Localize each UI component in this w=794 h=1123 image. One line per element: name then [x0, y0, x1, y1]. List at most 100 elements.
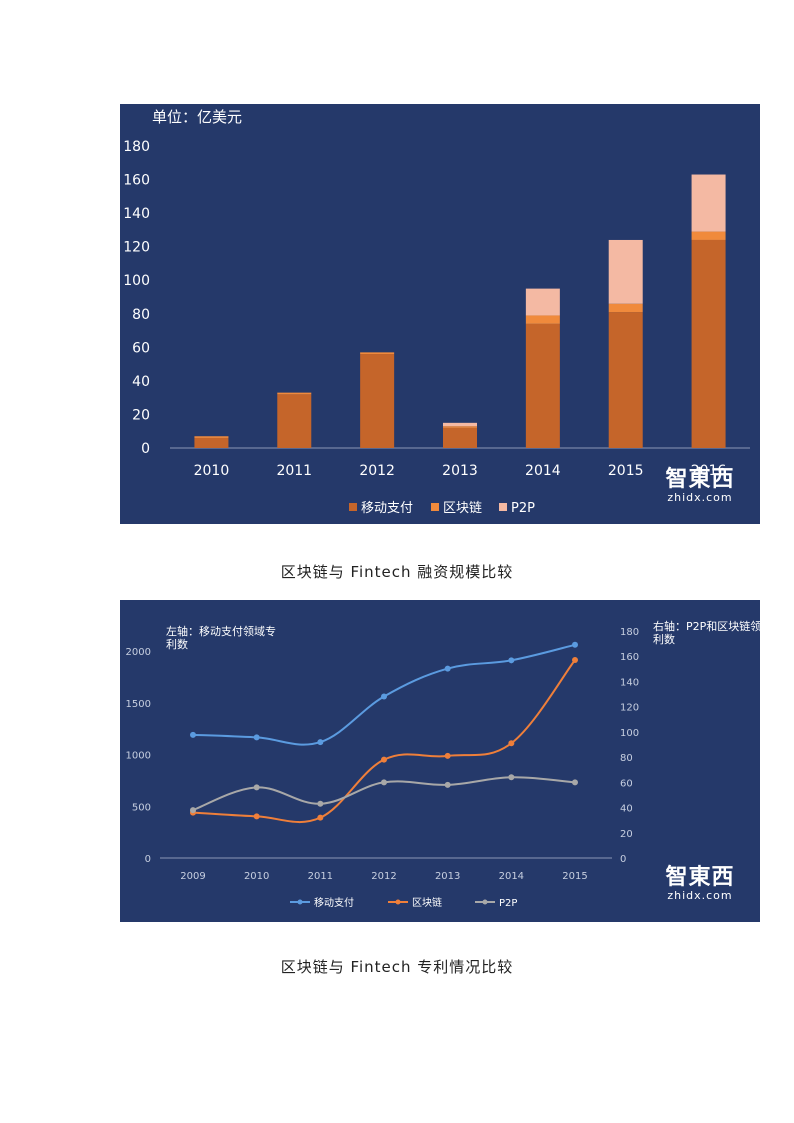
x-tick-label: 2015: [608, 463, 644, 479]
data-point: [381, 693, 387, 700]
bar-segment: [525, 315, 560, 324]
x-tick-label: 2012: [371, 871, 396, 882]
legend-label: 区块链: [443, 501, 482, 516]
right-axis-label: 利数: [653, 633, 675, 646]
legend-swatch: [431, 503, 439, 511]
legend-label: P2P: [511, 501, 535, 516]
y-tick-label: 120: [123, 240, 150, 256]
x-tick-label: 2014: [499, 871, 524, 882]
y-tick-label: 100: [123, 273, 150, 289]
y-tick-label: 160: [123, 173, 150, 189]
bar-segment: [608, 239, 643, 304]
right-tick-label: 80: [620, 753, 633, 764]
y-tick-label: 140: [123, 206, 150, 222]
data-point: [508, 774, 515, 781]
left-tick-label: 0: [145, 854, 151, 865]
patent-chart: 左轴：移动支付领域专利数右轴：P2P和区块链领域专利数0500100015002…: [126, 619, 784, 909]
data-point: [508, 657, 515, 664]
left-axis-label: 左轴：移动支付领域专: [166, 624, 276, 638]
right-tick-label: 160: [620, 652, 639, 663]
x-tick-label: 2010: [194, 463, 230, 479]
bar-segment: [194, 436, 229, 438]
watermark-logo: 智東西: [665, 467, 735, 492]
legend-label: 移动支付: [314, 896, 354, 909]
patent-chart-caption: 区块链与 Fintech 专利情况比较: [280, 958, 514, 976]
x-tick-label: 2013: [435, 871, 460, 882]
zhidx-watermark: 智東西 zhidx.com: [654, 468, 746, 504]
data-point: [444, 665, 451, 672]
watermark-logo: 智東西: [665, 865, 735, 890]
legend-label: 区块链: [412, 896, 442, 909]
x-tick-label: 2012: [359, 463, 395, 479]
right-axis-label: 右轴：P2P和区块链领域专: [653, 619, 760, 633]
left-tick-label: 500: [132, 802, 151, 813]
bar-segment: [194, 437, 229, 448]
legend-marker: [482, 899, 488, 905]
bar-segment: [608, 312, 643, 448]
right-tick-label: 0: [620, 854, 626, 865]
x-tick-label: 2016: [691, 463, 727, 479]
data-point: [317, 739, 324, 746]
watermark-url: zhidx.com: [667, 491, 733, 504]
data-point: [444, 781, 451, 788]
data-point: [381, 779, 387, 786]
funding-chart-caption: 区块链与 Fintech 融资规模比较: [280, 563, 514, 581]
right-tick-label: 120: [620, 703, 639, 714]
legend-swatch: [499, 503, 507, 511]
left-tick-label: 1500: [126, 699, 151, 710]
right-tick-label: 40: [620, 804, 633, 815]
data-point: [572, 779, 578, 786]
bar-segment: [525, 288, 560, 316]
left-axis-label: 利数: [166, 638, 188, 651]
data-point: [444, 752, 451, 759]
bar-segment: [691, 174, 726, 232]
y-tick-label: 0: [141, 441, 150, 457]
left-tick-label: 2000: [126, 647, 151, 658]
data-point: [190, 731, 196, 738]
watermark-url: zhidx.com: [667, 889, 733, 902]
data-point: [253, 784, 260, 791]
data-point: [572, 641, 578, 648]
y-tick-label: 180: [123, 139, 150, 155]
data-point: [381, 756, 387, 763]
data-point: [317, 814, 324, 821]
bar-segment: [443, 427, 477, 448]
y-tick-label: 60: [132, 340, 150, 356]
x-tick-label: 2015: [562, 871, 587, 882]
right-tick-label: 20: [620, 829, 633, 840]
data-point: [253, 813, 260, 820]
bar-segment: [691, 231, 726, 240]
bar-segment: [360, 354, 395, 448]
y-tick-label: 20: [132, 407, 150, 423]
data-point: [317, 800, 324, 807]
legend-marker: [395, 899, 401, 905]
bar-segment: [277, 394, 312, 448]
right-tick-label: 140: [620, 677, 639, 688]
y-tick-label: 80: [132, 307, 150, 323]
data-point: [572, 657, 578, 664]
bar-segment: [360, 352, 395, 355]
x-tick-label: 2009: [180, 871, 205, 882]
series-line: [192, 659, 576, 824]
data-point: [253, 734, 260, 741]
x-tick-label: 2013: [442, 463, 478, 479]
funding-chart: 单位：亿美元 0 20 40 60 80 100 120 140 160 180 2010 2011 20…: [123, 108, 750, 516]
zhidx-watermark: 智東西 zhidx.com: [654, 866, 746, 902]
right-tick-label: 60: [620, 778, 633, 789]
bar-segment: [525, 323, 560, 448]
data-point: [508, 740, 515, 747]
right-tick-label: 180: [620, 627, 639, 638]
legend-label: P2P: [499, 898, 517, 909]
x-tick-label: 2014: [525, 463, 561, 479]
x-tick-label: 2011: [276, 463, 312, 479]
legend-label: 移动支付: [361, 501, 413, 516]
left-tick-label: 1000: [126, 751, 151, 762]
bar-segment: [443, 426, 477, 428]
x-tick-label: 2010: [244, 871, 269, 882]
bar-segment: [277, 392, 312, 395]
y-tick-label: 40: [132, 374, 150, 390]
right-tick-label: 100: [620, 728, 639, 739]
x-tick-label: 2011: [308, 871, 333, 882]
funding-chart-panel: 单位：亿美元 0 20 40 60 80 100 120 140 160 180 2010 2011 20…: [120, 104, 760, 524]
